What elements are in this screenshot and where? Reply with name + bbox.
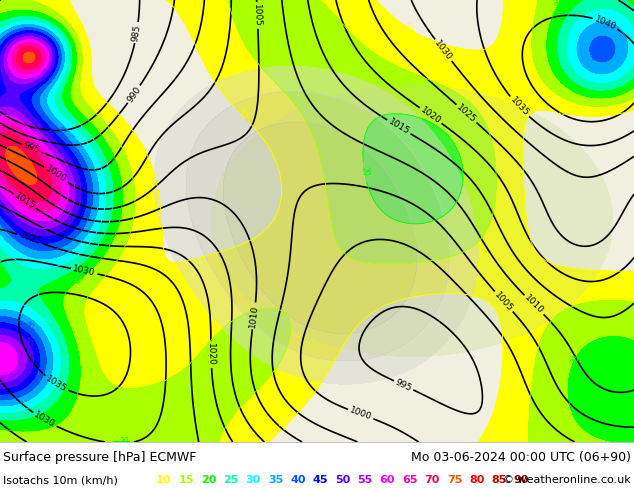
Text: 1015: 1015 [13,191,37,211]
Text: 40: 40 [586,50,598,63]
Text: Mo 03-06-2024 00:00 UTC (06+90): Mo 03-06-2024 00:00 UTC (06+90) [411,451,631,464]
Text: 1020: 1020 [418,105,443,126]
Text: 990: 990 [126,85,143,104]
Text: 1020: 1020 [206,343,216,366]
Text: 10: 10 [235,108,249,122]
Text: 45: 45 [313,475,328,485]
Text: 40: 40 [22,319,36,333]
Text: 10: 10 [402,22,415,35]
Text: 40: 40 [290,475,306,485]
Text: 30: 30 [245,475,261,485]
Text: 995: 995 [22,141,41,156]
Text: © weatheronline.co.uk: © weatheronline.co.uk [503,475,631,485]
Text: 1000: 1000 [348,406,373,422]
Text: 50: 50 [335,475,350,485]
Text: 10: 10 [156,475,171,485]
Text: 1025: 1025 [455,102,478,124]
Text: 90: 90 [514,475,529,485]
Text: 10: 10 [278,419,292,432]
Text: 40: 40 [54,124,67,138]
Text: 30: 30 [38,315,51,328]
Text: 1040: 1040 [593,14,618,32]
Text: 60: 60 [8,362,21,375]
Text: 30: 30 [572,14,585,27]
Text: 85: 85 [491,475,507,485]
Text: 35: 35 [268,475,283,485]
Text: 60: 60 [30,129,43,143]
Text: 30: 30 [63,117,76,130]
Text: 20: 20 [200,475,216,485]
Text: 1025: 1025 [18,231,42,247]
Text: 985: 985 [131,24,143,42]
Text: 1010: 1010 [248,304,260,328]
Text: 80: 80 [469,475,484,485]
Text: 1005: 1005 [252,3,262,27]
Text: 1030: 1030 [72,265,96,278]
Text: 1005: 1005 [493,290,515,313]
Text: 1030: 1030 [32,410,57,430]
Text: Isotachs 10m (km/h): Isotachs 10m (km/h) [3,475,118,485]
Text: 10: 10 [555,108,566,118]
Text: 50: 50 [0,74,9,85]
Text: 25: 25 [223,475,238,485]
Text: 1035: 1035 [44,374,68,394]
Text: 60: 60 [30,69,43,81]
Text: 1035: 1035 [508,95,531,118]
Text: 20: 20 [359,166,370,177]
Text: 1010: 1010 [522,294,545,316]
Text: 55: 55 [358,475,373,485]
Text: 50: 50 [20,335,34,348]
Text: 15: 15 [178,475,193,485]
Text: 65: 65 [402,475,417,485]
Text: 1015: 1015 [387,117,411,137]
Text: 70: 70 [424,475,440,485]
Text: 1000: 1000 [44,165,68,185]
Text: 20: 20 [73,273,86,286]
Text: 50: 50 [42,128,56,141]
Text: 75: 75 [447,475,462,485]
Text: 70: 70 [16,42,29,55]
Text: 995: 995 [394,378,413,393]
Text: Surface pressure [hPa] ECMWF: Surface pressure [hPa] ECMWF [3,451,197,464]
Text: 60: 60 [380,475,395,485]
Text: 20: 20 [569,353,581,366]
Text: 70: 70 [29,146,41,159]
Text: 20: 20 [119,437,129,446]
Text: 20: 20 [553,0,566,9]
Text: 1030: 1030 [433,38,454,62]
